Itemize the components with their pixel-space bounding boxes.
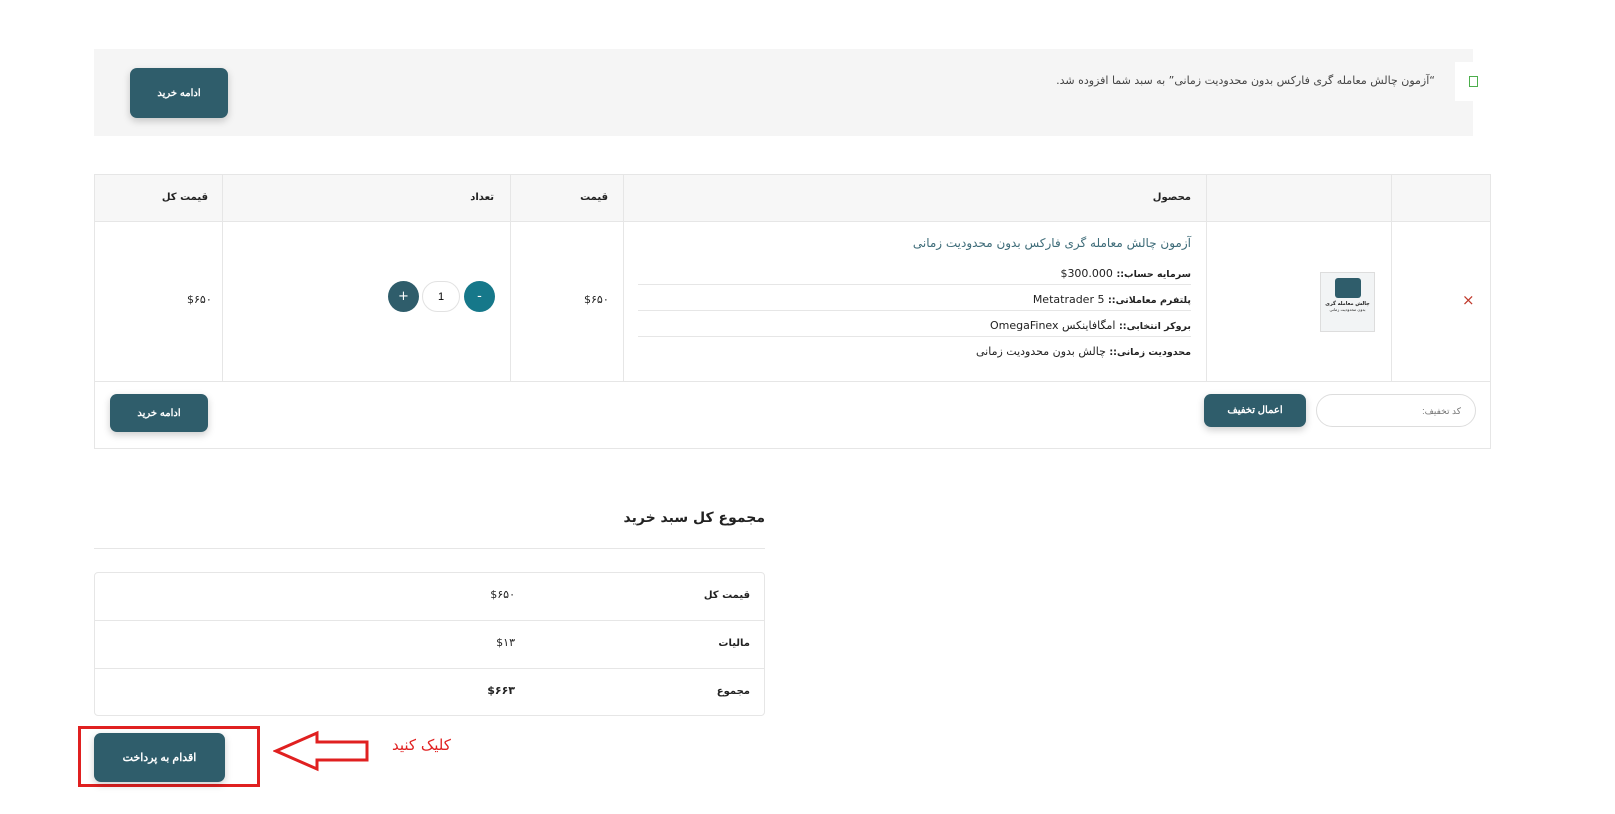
increase-quantity-button[interactable]: + (388, 281, 419, 312)
meta-time-limit: محدودیت زمانی:: چالش بدون محدودیت زمانی (976, 345, 1191, 358)
cart-table: قیمت کل تعداد قیمت محصول × چالش معامله گ… (94, 174, 1491, 449)
cart-totals-title: مجموع کل سبد خرید (623, 510, 765, 526)
product-name-link[interactable]: آزمون چالش معامله گری فارکس بدون محدودیت… (912, 236, 1191, 250)
quantity-input[interactable] (422, 281, 460, 312)
notice-message: “آزمون چالش معامله گری فارکس بدون محدودی… (1056, 74, 1435, 87)
decrease-quantity-button[interactable]: - (464, 281, 495, 312)
remove-item-icon[interactable]: × (1462, 291, 1475, 309)
item-subtotal: $۶۵۰ (187, 293, 212, 306)
cart-table-header (95, 175, 1490, 222)
totals-row-total: مجموع $۶۶۳ (487, 684, 750, 697)
divider (94, 548, 765, 549)
continue-shopping-button[interactable]: ادامه خرید (110, 394, 208, 432)
header-price: قیمت (580, 192, 608, 203)
item-price: $۶۵۰ (584, 293, 609, 306)
cart-totals-table: قیمت کل $۶۵۰ مالیات $۱۳ مجموع $۶۶۳ (94, 572, 765, 716)
check-square-icon (1455, 62, 1492, 101)
totals-row-tax: مالیات $۱۳ (95, 621, 764, 669)
meta-capital: سرمایه حساب:: 300.000$ (638, 267, 1191, 285)
click-here-annotation: کلیک کنید (392, 736, 451, 754)
header-quantity: تعداد (470, 192, 494, 203)
meta-platform: پلتفرم معاملاتی:: Metatrader 5 (638, 293, 1191, 311)
added-to-cart-notice (94, 49, 1473, 136)
header-product: محصول (1152, 192, 1191, 203)
continue-shopping-button[interactable]: ادامه خرید (130, 68, 228, 118)
totals-row-subtotal: قیمت کل $۶۵۰ (95, 573, 764, 621)
header-subtotal: قیمت کل (161, 192, 208, 203)
highlight-box (78, 726, 260, 787)
coupon-code-input[interactable] (1316, 394, 1476, 427)
proceed-to-checkout-button[interactable]: اقدام به پرداخت (94, 733, 225, 782)
apply-coupon-button[interactable]: اعمال تخفیف (1204, 394, 1306, 427)
meta-broker: بروکر انتخابی:: امگافاینکس OmegaFinex (638, 319, 1191, 337)
arrow-left-icon (273, 730, 369, 772)
product-thumbnail[interactable]: چالش معامله گری بدون محدودیت زمانی (1320, 272, 1375, 332)
